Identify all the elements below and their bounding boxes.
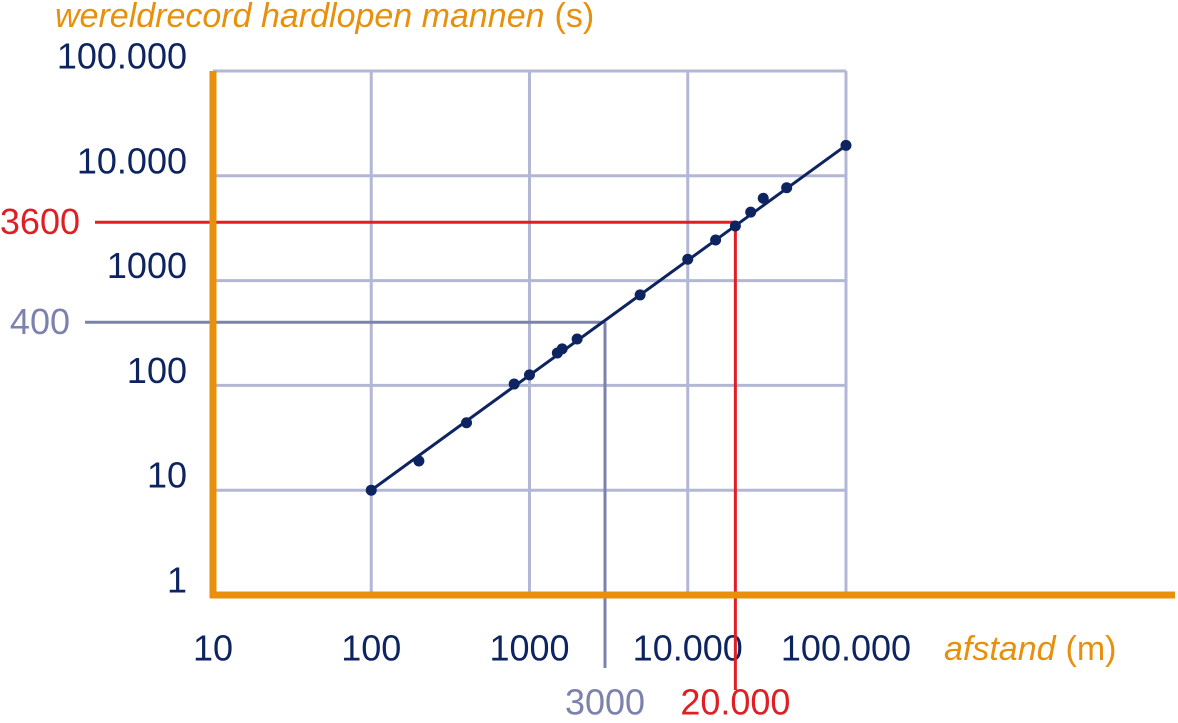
point	[729, 220, 741, 232]
x-label: afstand	[944, 630, 1057, 668]
x-tick-label: 100	[341, 628, 401, 669]
guide-y-label: 3600	[0, 201, 80, 242]
point	[634, 289, 646, 301]
point	[523, 369, 535, 381]
y-tick-label: 10.000	[77, 140, 187, 181]
y-tick-label: 1	[167, 560, 187, 601]
point	[710, 234, 722, 246]
guide-x-label: 3000	[565, 682, 645, 723]
point	[571, 333, 583, 345]
point	[682, 253, 694, 265]
point	[508, 378, 520, 390]
y-axis-title: wereldrecord hardlopen mannen (s)	[55, 0, 594, 35]
point	[840, 139, 852, 151]
x-tick-label: 100.000	[781, 628, 911, 669]
point	[556, 343, 568, 355]
point	[781, 182, 793, 194]
point	[757, 192, 769, 204]
x-axis-title: afstand (m)	[944, 630, 1117, 668]
guide-y-label: 400	[10, 301, 70, 342]
y-tick-label: 1000	[107, 245, 187, 286]
y-tick-label: 100.000	[57, 36, 187, 77]
y-tick-label: 100	[127, 350, 187, 391]
y-label: wereldrecord hardlopen mannen	[55, 0, 545, 35]
y-unit: (s)	[555, 0, 595, 35]
point	[461, 417, 473, 429]
point	[413, 455, 425, 467]
fit-line	[370, 144, 847, 492]
x-unit: (m)	[1066, 630, 1117, 668]
y-tick-label: 10	[147, 455, 187, 496]
guide-x-label: 20.000	[680, 682, 790, 723]
point	[365, 484, 377, 496]
x-tick-label: 10	[193, 628, 233, 669]
x-tick-label: 10.000	[633, 628, 743, 669]
x-tick-label: 1000	[489, 628, 569, 669]
point	[745, 206, 757, 218]
